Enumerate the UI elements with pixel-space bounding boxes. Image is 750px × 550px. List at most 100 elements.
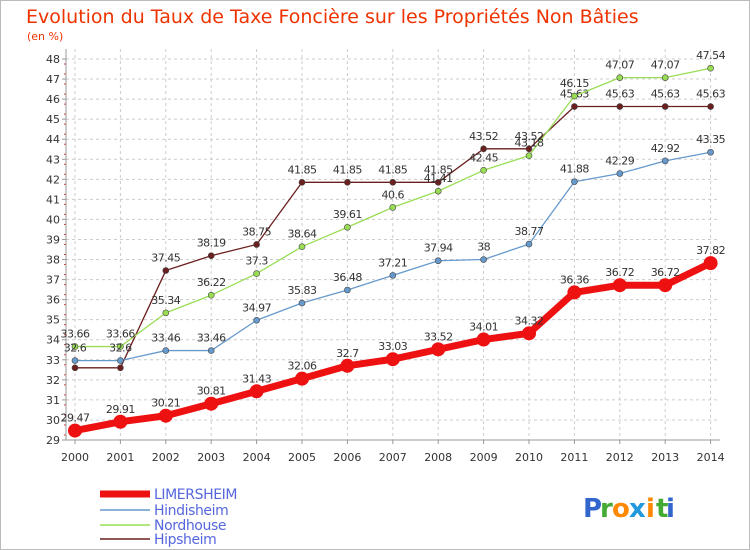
data-label: 38.77 (515, 225, 544, 238)
data-label: 35.83 (288, 284, 317, 297)
data-label: 41.85 (288, 163, 317, 176)
y-tick-label: 47 (46, 73, 60, 86)
series-nordhouse: 33.66 33.66 35.34 36.22 37.3 38.64 39.61 40.6 41… (61, 49, 726, 350)
y-tick-label: 44 (46, 133, 60, 146)
data-label: 32.06 (288, 360, 317, 373)
data-point (344, 286, 351, 294)
data-label: 41.85 (333, 163, 362, 176)
data-point (162, 347, 170, 354)
plot-area: 29 30 31 32 33 34 35 36 37 38 39 40 41 42 43 44 45 46 47 48… (46, 49, 726, 464)
data-point (616, 103, 624, 110)
data-point (567, 285, 582, 300)
data-label: 33.66 (61, 328, 90, 341)
data-point (207, 252, 215, 260)
data-label: 45.63 (651, 88, 680, 101)
data-point (571, 103, 578, 110)
data-label: 33.03 (378, 340, 407, 353)
x-tick-label: 2007 (379, 451, 407, 464)
y-tick-label: 37 (46, 274, 60, 287)
data-label: 29.47 (61, 412, 90, 425)
y-tick-label: 43 (46, 153, 60, 166)
data-point (71, 364, 79, 372)
y-tick-label: 48 (46, 53, 60, 66)
data-label: 34.32 (515, 314, 544, 327)
data-point (480, 145, 487, 153)
y-tick-label: 36 (46, 294, 60, 307)
chart-subtitle: (en %) (27, 30, 63, 43)
data-label: 37.45 (151, 252, 180, 265)
data-label: 37.94 (424, 242, 453, 255)
data-label: 43.35 (696, 133, 725, 146)
data-point (389, 204, 397, 211)
legend-label: Hindisheim (154, 503, 228, 519)
data-label: 33.46 (151, 332, 180, 345)
data-point (434, 179, 442, 186)
data-point (616, 170, 624, 177)
data-label: 33.46 (197, 332, 226, 345)
logo-letter: P (583, 494, 602, 524)
y-tick-label: 40 (46, 213, 60, 226)
data-label: 29.91 (106, 403, 135, 416)
data-label: 45.63 (605, 88, 634, 101)
data-point (113, 414, 128, 429)
data-label: 32.6 (64, 342, 87, 355)
logo-letter: i (666, 494, 675, 524)
chart-title: Evolution du Taux de Taxe Foncière sur l… (26, 6, 639, 28)
x-tick-label: 2013 (651, 451, 679, 464)
series-hipsheim: 37.45 38.19 38.75 41.85 41.85 41.85 41.85 43.52… (71, 88, 726, 372)
data-point (703, 256, 718, 271)
data-label: 43.52 (469, 130, 498, 143)
y-tick-label: 38 (46, 254, 60, 267)
data-label: 37.82 (696, 244, 725, 257)
y-tick-label: 35 (46, 314, 60, 327)
data-point (344, 223, 351, 231)
data-point (117, 343, 124, 350)
data-label: 31.43 (242, 372, 271, 385)
logo-letter: x (629, 494, 646, 524)
data-label: 39.61 (333, 208, 362, 221)
data-point (249, 384, 264, 399)
data-point (434, 187, 442, 195)
data-label: 40.6 (382, 188, 405, 201)
y-tick-label: 45 (46, 113, 60, 126)
x-tick-label: 2012 (606, 451, 634, 464)
data-point (71, 343, 79, 350)
data-label: 43.18 (515, 137, 544, 150)
data-point (298, 179, 306, 186)
data-label: 41.85 (378, 163, 407, 176)
data-label: 41.41 (424, 172, 453, 185)
data-point (295, 371, 309, 386)
data-label: 38 (477, 241, 490, 254)
data-point (389, 272, 397, 279)
data-point (298, 243, 306, 250)
x-tick-label: 2000 (61, 451, 89, 464)
data-label: 47.07 (605, 59, 634, 72)
x-tick-label: 2004 (243, 451, 271, 464)
legend-label: Nordhouse (154, 518, 226, 534)
data-point (162, 267, 170, 274)
series-limersheim: 29.47 29.91 30.21 30.81 31.43 32.06 32.7 33.03 3… (61, 244, 726, 438)
proxiti-logo: Pr o x i ti (583, 494, 675, 524)
data-point (707, 103, 714, 110)
y-tick-label: 46 (46, 93, 60, 106)
data-label: 46.15 (560, 77, 589, 90)
data-point (71, 357, 79, 364)
x-tick-label: 2001 (106, 451, 134, 464)
data-point (480, 256, 487, 263)
legend-label: Hipsheim (154, 532, 216, 548)
x-tick-label: 2003 (197, 451, 225, 464)
data-label: 41.85 (424, 163, 453, 176)
data-point (207, 291, 215, 299)
data-label: 33.52 (424, 330, 453, 343)
y-tick-label: 31 (46, 394, 60, 407)
y-tick-label: 33 (46, 354, 60, 367)
data-label: 34.01 (469, 321, 498, 334)
data-point (389, 179, 397, 186)
y-tick-label: 39 (46, 233, 60, 246)
data-label: 47.54 (696, 49, 725, 62)
data-point (661, 157, 669, 165)
data-point (658, 278, 673, 293)
y-tick-label: 34 (46, 334, 60, 347)
x-tick-label: 2002 (152, 451, 180, 464)
data-label: 37.3 (245, 255, 268, 268)
